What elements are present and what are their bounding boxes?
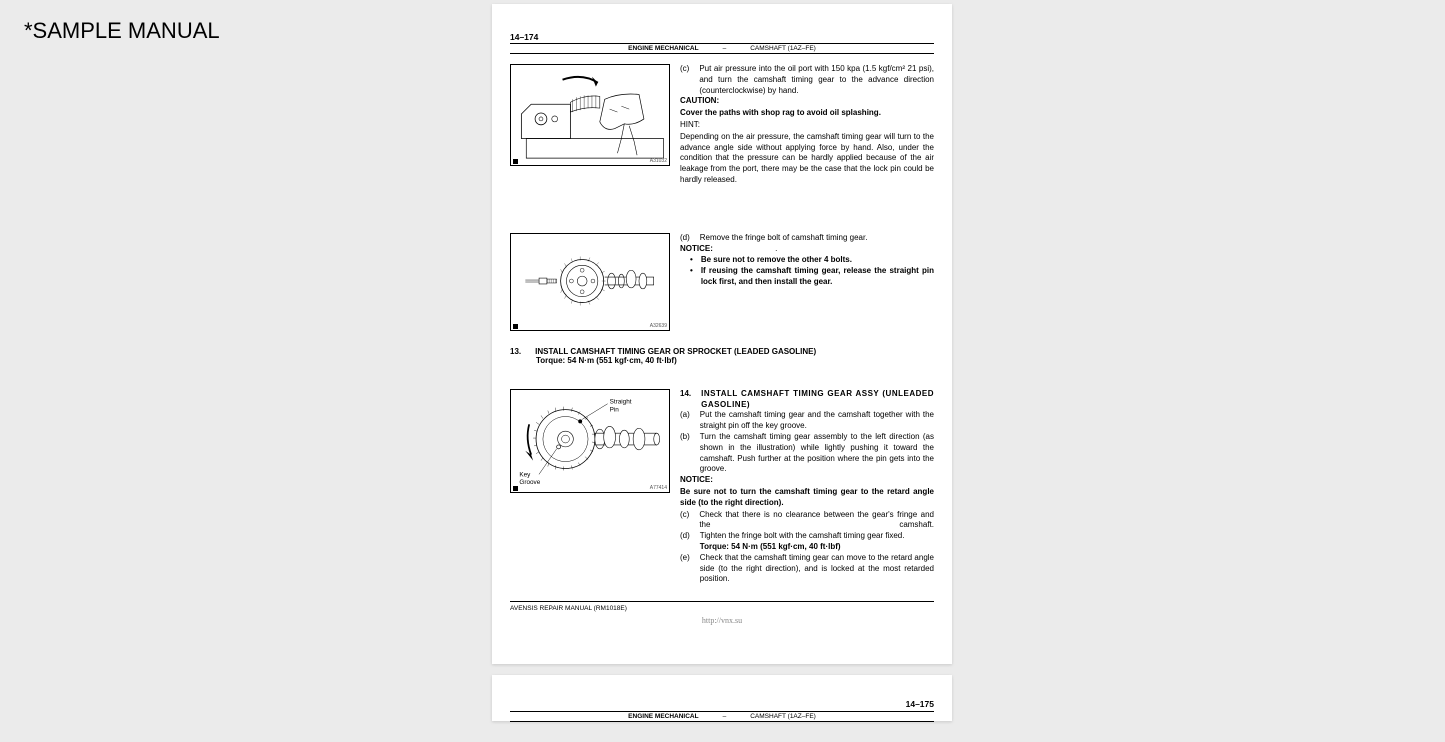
svg-text:Groove: Groove <box>519 479 540 486</box>
step-d-label: (d) <box>680 531 690 553</box>
page-footer: AVENSIS REPAIR MANUAL (RM1018E) <box>510 601 934 612</box>
notice-text-2: Be sure not to turn the camshaft timing … <box>680 487 934 509</box>
figure-id: A31032 <box>650 158 667 164</box>
step-a-text: Put the camshaft timing gear and the cam… <box>700 410 934 432</box>
header-separator: – <box>723 713 727 720</box>
caution-label: CAUTION: <box>680 96 934 107</box>
header-section: ENGINE MECHANICAL <box>628 45 698 52</box>
step-13-title: INSTALL CAMSHAFT TIMING GEAR OR SPROCKET… <box>535 347 816 356</box>
step-13: 13. INSTALL CAMSHAFT TIMING GEAR OR SPRO… <box>510 347 934 365</box>
step-c-label: (c) <box>680 510 689 532</box>
header-section: ENGINE MECHANICAL <box>628 713 698 720</box>
bullet-1: Be sure not to remove the other 4 bolts. <box>701 255 934 266</box>
page-number: 14–174 <box>510 32 934 42</box>
header-separator: – <box>723 45 727 52</box>
step-d-text: Remove the fringe bolt of camshaft timin… <box>700 233 934 244</box>
header-subsection: CAMSHAFT (1AZ–FE) <box>750 45 816 52</box>
step-b-label: (b) <box>680 432 690 475</box>
notice-label: NOTICE: <box>680 244 713 253</box>
step-c-text: Put air pressure into the oil port with … <box>699 64 934 96</box>
notice-dot: . <box>775 244 777 253</box>
step-d-text: Tighten the fringe bolt with the camshaf… <box>700 531 905 540</box>
header-subsection: CAMSHAFT (1AZ–FE) <box>750 713 816 720</box>
figure-id: A32639 <box>650 323 667 329</box>
manual-page-1: 14–174 ENGINE MECHANICAL – CAMSHAFT (1AZ… <box>492 4 952 664</box>
step-b-text: Turn the camshaft timing gear assembly t… <box>700 432 934 475</box>
step-d-label: (d) <box>680 233 690 244</box>
step-d-torque: Torque: 54 N·m (551 kgf·cm, 40 ft·lbf) <box>700 542 841 551</box>
watermark: http://vnx.su <box>510 616 934 625</box>
step-a-label: (a) <box>680 410 690 432</box>
caution-text: Cover the paths with shop rag to avoid o… <box>680 108 934 119</box>
svg-text:Key: Key <box>519 471 531 478</box>
section-14: Straight Pin Key Groove A77414 <box>510 389 934 585</box>
bullet-dot: • <box>690 266 693 288</box>
page-header-2: ENGINE MECHANICAL – CAMSHAFT (1AZ–FE) <box>510 711 934 722</box>
step-13-num: 13. <box>510 347 521 356</box>
step-14-num: 14. <box>680 389 691 411</box>
svg-text:Pin: Pin <box>610 406 620 413</box>
section-c: A31032 (c) Put air pressure into the oil… <box>510 64 934 187</box>
section-d: A32639 (d) Remove the fringe bolt of cam… <box>510 233 934 331</box>
sample-manual-label: *SAMPLE MANUAL <box>24 18 220 44</box>
figure-camshaft-bolt: A32639 <box>510 233 670 331</box>
step-e-text: Check that the camshaft timing gear can … <box>700 553 934 585</box>
figure-air-pressure: A31032 <box>510 64 670 166</box>
step-c-text: Check that there is no clearance between… <box>699 510 934 532</box>
page-number-2: 14–175 <box>510 699 934 709</box>
notice-label-2: NOTICE: <box>680 475 934 486</box>
hint-label: HINT: <box>680 120 934 131</box>
step-14-title: INSTALL CAMSHAFT TIMING GEAR ASSY (UNLEA… <box>701 389 934 411</box>
svg-text:Straight: Straight <box>610 398 632 405</box>
figure-id: A77414 <box>650 485 667 491</box>
bullet-2: If reusing the camshaft timing gear, rel… <box>701 266 934 288</box>
bullet-dot: • <box>690 255 693 266</box>
step-c-label: (c) <box>680 64 689 96</box>
hint-text: Depending on the air pressure, the camsh… <box>680 132 934 186</box>
figure-timing-gear-install: Straight Pin Key Groove A77414 <box>510 389 670 493</box>
step-13-torque: Torque: 54 N·m (551 kgf·cm, 40 ft·lbf) <box>536 356 934 365</box>
step-e-label: (e) <box>680 553 690 585</box>
page-header: ENGINE MECHANICAL – CAMSHAFT (1AZ–FE) <box>510 43 934 54</box>
manual-page-2: 14–175 ENGINE MECHANICAL – CAMSHAFT (1AZ… <box>492 675 952 721</box>
